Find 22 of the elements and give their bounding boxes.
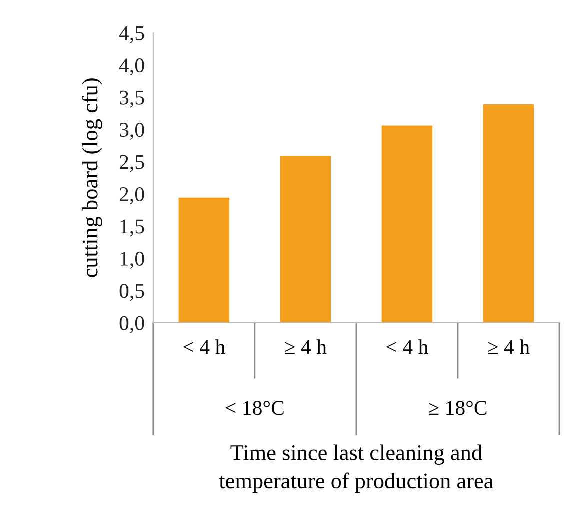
x-axis-title: Time since last cleaning and temperature of production area xyxy=(219,444,494,494)
bar xyxy=(178,198,230,323)
x-tick-label: < 4 h xyxy=(184,340,226,354)
y-tick-label: 0,5 xyxy=(120,284,144,302)
bar xyxy=(280,156,332,323)
y-tick-label: 4,5 xyxy=(119,26,144,44)
y-tick-label: 3,0 xyxy=(120,122,144,140)
y-tick-label: 4,0 xyxy=(119,58,144,76)
text: ≥ 18°C xyxy=(428,401,487,416)
x-tick-label: ≥ 4 h xyxy=(488,340,530,354)
bar xyxy=(382,126,433,323)
y-tick-label: 3,5 xyxy=(120,90,144,108)
x-tick-label: ≥ 4 h xyxy=(285,340,327,354)
y-tick-label: 0,0 xyxy=(120,316,144,334)
text: < 18°C xyxy=(226,401,284,416)
y-tick-label: 2,0 xyxy=(120,187,144,204)
y-tick-label: 1,0 xyxy=(120,252,144,269)
y-tick-label: 1,5 xyxy=(120,220,144,237)
x-tick-label: < 4 h xyxy=(386,340,428,354)
bar xyxy=(483,104,534,323)
y-tick-label: 2,5 xyxy=(120,155,144,172)
y-axis-title: cutting board (log cfu) xyxy=(82,78,102,278)
